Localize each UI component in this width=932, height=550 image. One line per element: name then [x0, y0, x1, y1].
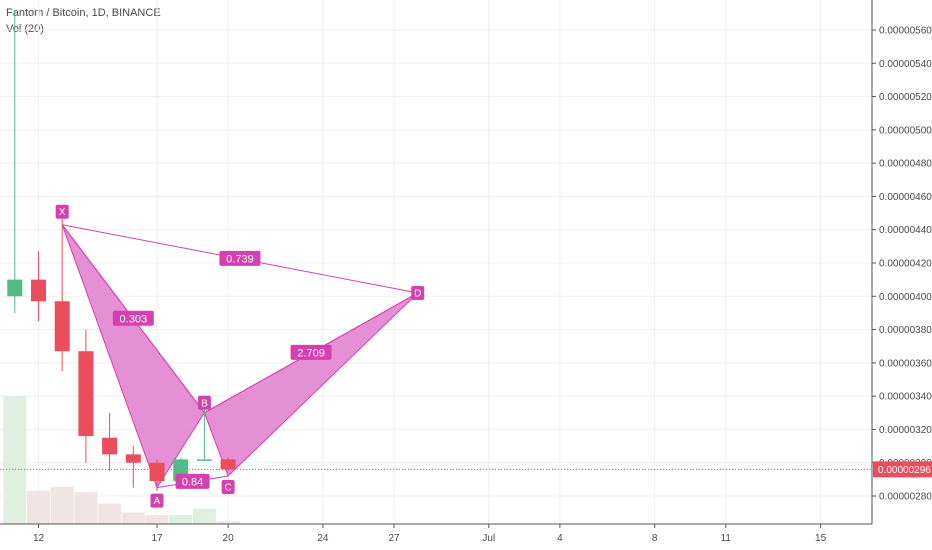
- time-tick-label: 4: [557, 533, 563, 544]
- candle-body: [149, 462, 165, 482]
- volume-bars: [3, 396, 240, 524]
- candle-body: [220, 459, 236, 470]
- volume-bar: [50, 486, 74, 524]
- candle-body: [102, 437, 118, 455]
- volume-bar: [145, 515, 169, 524]
- pattern-ratio-label: 0.303: [120, 313, 148, 325]
- pattern-point-box: [197, 395, 211, 410]
- candle-body: [196, 459, 212, 461]
- time-tick-label: 8: [652, 533, 658, 544]
- pattern-ratio-box: [290, 344, 332, 360]
- price-tick-label: 0.00000480: [879, 159, 932, 170]
- time-tick-label: Jul: [482, 533, 495, 544]
- candle-body: [125, 454, 141, 463]
- price-tick-label: 0.00000340: [879, 392, 932, 403]
- time-tick-label: 20: [223, 533, 235, 544]
- pattern-ratio-box: [219, 250, 261, 266]
- volume-bar: [74, 492, 98, 524]
- price-tick-label: 0.00000440: [879, 225, 932, 236]
- price-tick-label: 0.00000560: [879, 26, 932, 37]
- pattern-ratio-box: [175, 473, 210, 489]
- price-tick-label: 0.00000280: [879, 492, 932, 503]
- volume-bar: [216, 521, 240, 524]
- pattern-point-label: A: [154, 496, 161, 507]
- price-tick-label: 0.00000460: [879, 192, 932, 203]
- pattern-ratio-box: [112, 310, 154, 326]
- time-axis[interactable]: 12 17 20 24 27 Jul 4 8 11 15: [33, 524, 827, 544]
- volume-bar: [169, 515, 193, 524]
- candle-body: [7, 279, 23, 297]
- price-tick-label: 0.00000360: [879, 358, 932, 369]
- candle-body: [54, 301, 70, 352]
- price-tick-label: 0.00000400: [879, 292, 932, 303]
- harmonic-pattern-labels: 0.303 0.739 2.709 0.84 X A B C D: [55, 204, 425, 508]
- pattern-ratio-label: 2.709: [297, 347, 325, 359]
- volume-bar: [192, 508, 216, 524]
- volume-bar: [3, 396, 27, 524]
- volume-bar: [121, 512, 145, 524]
- time-tick-label: 12: [33, 533, 45, 544]
- harmonic-pattern[interactable]: [61, 224, 419, 489]
- pattern-ratio-label: 0.739: [226, 253, 254, 265]
- candle-body: [78, 351, 94, 437]
- pattern-point-label: D: [414, 288, 421, 299]
- volume-bar: [27, 490, 50, 524]
- pattern-point-label: B: [201, 398, 208, 409]
- time-tick-label: 17: [151, 533, 163, 544]
- price-tick-label: 0.00000500: [879, 125, 932, 136]
- volume-indicator-label[interactable]: Vol (20): [6, 23, 44, 35]
- time-tick-label: 15: [815, 533, 827, 544]
- time-tick-label: 27: [388, 533, 400, 544]
- pattern-point-box: [55, 204, 69, 219]
- time-tick-label: 11: [721, 533, 732, 544]
- price-tick-label: 0.00000380: [879, 325, 932, 336]
- pattern-triangle-bcd: [203, 292, 419, 477]
- pattern-point-label: X: [59, 207, 66, 218]
- pattern-point-box: [150, 493, 164, 508]
- pattern-ratio-label: 0.84: [182, 476, 203, 488]
- candlesticks: [7, 10, 236, 492]
- time-tick-label: 24: [317, 533, 329, 544]
- pattern-point-label: C: [224, 483, 231, 494]
- current-price-box: [873, 461, 932, 478]
- price-tick-label: 0.00000520: [879, 92, 932, 103]
- price-axis[interactable]: 0.000002800.000003000.000003200.00000340…: [872, 26, 932, 503]
- price-tick-label: 0.00000420: [879, 259, 932, 270]
- pattern-point-box: [221, 480, 235, 495]
- pattern-point-box: [411, 285, 425, 300]
- chart-grid: [0, 0, 872, 524]
- price-tick-label: 0.00000320: [879, 425, 932, 436]
- chart-symbol-title: Fantom / Bitcoin, 1D, BINANCE: [6, 7, 161, 19]
- price-tick-label: 0.00000540: [879, 59, 932, 70]
- candle-body: [31, 279, 46, 302]
- current-price-label: 0.00000296: [878, 465, 931, 476]
- volume-bar: [98, 503, 122, 524]
- current-price-tag: 0.00000296: [873, 461, 932, 478]
